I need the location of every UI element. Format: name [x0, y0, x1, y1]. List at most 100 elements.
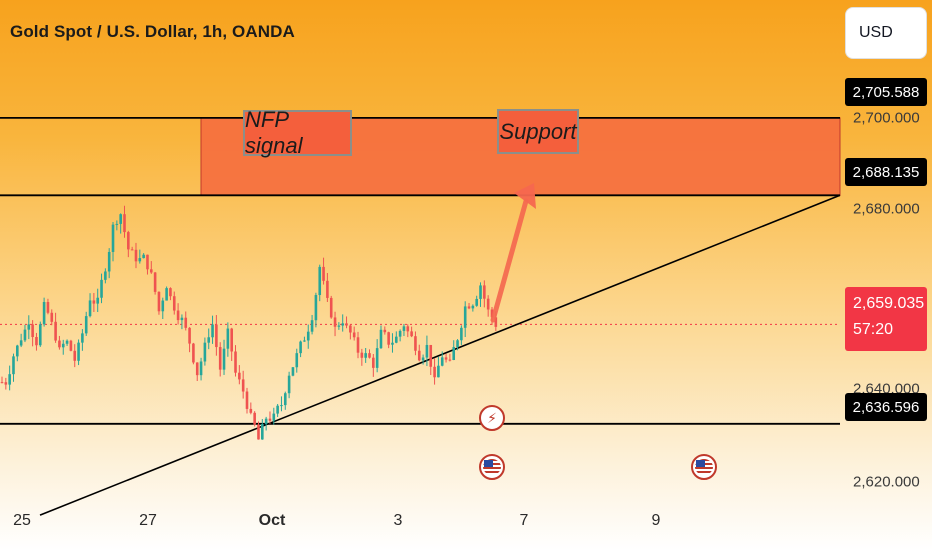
candle-body — [429, 344, 433, 367]
support-note[interactable]: Support — [497, 109, 579, 154]
candle-body — [50, 312, 54, 322]
candle-body — [276, 405, 279, 414]
x-tick-label: 25 — [13, 512, 31, 529]
candle-body — [329, 297, 333, 318]
candle-body — [253, 412, 256, 425]
candle-body — [153, 272, 157, 292]
candle-body — [452, 347, 456, 360]
candle-body — [287, 375, 291, 394]
candle-body — [337, 325, 341, 327]
candle-body — [107, 251, 111, 272]
candle-body — [471, 305, 475, 309]
candle-body — [4, 382, 8, 385]
candle-body — [272, 413, 276, 421]
candle-body — [490, 309, 494, 318]
candle-body — [27, 324, 31, 330]
candle-body — [303, 340, 306, 342]
x-tick-label: 9 — [651, 512, 661, 529]
us-flag-icon[interactable] — [691, 454, 717, 480]
candle-body — [226, 328, 230, 349]
candle-body — [16, 345, 19, 357]
candle-body — [417, 350, 421, 361]
projection-arrow-head — [514, 183, 536, 210]
candle-body — [241, 379, 245, 392]
candle-body — [69, 340, 73, 351]
candle-body — [172, 296, 176, 311]
candle-body — [414, 336, 417, 351]
candle-body — [460, 327, 463, 341]
candle-body — [375, 348, 379, 368]
currency-button[interactable]: USD — [845, 7, 927, 59]
candle-body — [8, 374, 11, 385]
candle-body — [165, 288, 168, 301]
candle-body — [245, 391, 249, 409]
candle-body — [349, 325, 352, 333]
candle-body — [46, 301, 50, 313]
candle-body — [38, 324, 42, 346]
candle-body — [238, 372, 241, 380]
candle-body — [425, 344, 429, 358]
candle-body — [149, 269, 153, 273]
zone-top-price-tag: 2,705.588 — [845, 78, 927, 106]
candle-body — [333, 317, 337, 327]
candle-body — [402, 326, 406, 331]
candle-body — [291, 367, 295, 376]
candle-body — [475, 298, 478, 306]
candle-body — [421, 357, 425, 361]
lightning-icon[interactable]: ⚡ — [479, 405, 505, 431]
candle-body — [295, 353, 299, 368]
candle-body — [92, 300, 96, 304]
candle-body — [31, 324, 34, 338]
candle-body — [42, 301, 46, 325]
candle-body — [176, 310, 180, 321]
candle-body — [161, 300, 165, 312]
candle-body — [100, 279, 103, 298]
candle-body — [440, 357, 444, 366]
candle-body — [249, 408, 253, 413]
zone-bottom-price-tag: 2,688.135 — [845, 158, 927, 186]
candle-body — [218, 347, 222, 370]
candle-body — [184, 317, 188, 328]
candle-body — [199, 361, 203, 376]
candle-body — [352, 332, 356, 338]
x-tick-label: Oct — [258, 512, 286, 529]
candle-body — [379, 329, 383, 349]
currency-label: USD — [859, 24, 893, 41]
candle-body — [180, 317, 184, 321]
candle-body — [146, 254, 149, 270]
candle-body — [195, 362, 199, 376]
candle-body — [398, 330, 402, 337]
candle-body — [0, 382, 4, 384]
candle-body — [283, 393, 287, 406]
x-tick-label: 7 — [519, 512, 529, 529]
candle-body — [444, 357, 448, 360]
candle-body — [479, 285, 482, 299]
x-tick-label: 3 — [393, 512, 403, 529]
candle-body — [306, 331, 310, 341]
chart-title: Gold Spot / U.S. Dollar, 1h, OANDA — [10, 22, 295, 41]
candle-body — [383, 329, 387, 333]
candle-body — [261, 424, 264, 440]
candle-body — [437, 365, 440, 378]
candle-body — [456, 340, 459, 348]
candle-body — [448, 359, 452, 361]
candle-body — [483, 285, 486, 299]
us-flag-icon[interactable] — [479, 454, 505, 480]
candle-body — [372, 357, 375, 368]
candle-body — [65, 340, 69, 344]
candle-body — [115, 223, 119, 225]
candle-body — [84, 316, 88, 334]
candle-body — [207, 337, 211, 343]
nfp-signal-note[interactable]: NFP signal — [243, 107, 352, 158]
candle-body — [58, 340, 61, 348]
candle-body — [268, 418, 272, 421]
candle-body — [104, 271, 107, 280]
y-tick-label: 2,700.000 — [853, 109, 920, 127]
candle-body — [410, 331, 413, 337]
candle-body — [142, 254, 145, 259]
candle-body — [203, 342, 207, 362]
candle-body — [130, 249, 134, 251]
candle-body — [96, 297, 100, 304]
candle-body — [127, 232, 130, 250]
